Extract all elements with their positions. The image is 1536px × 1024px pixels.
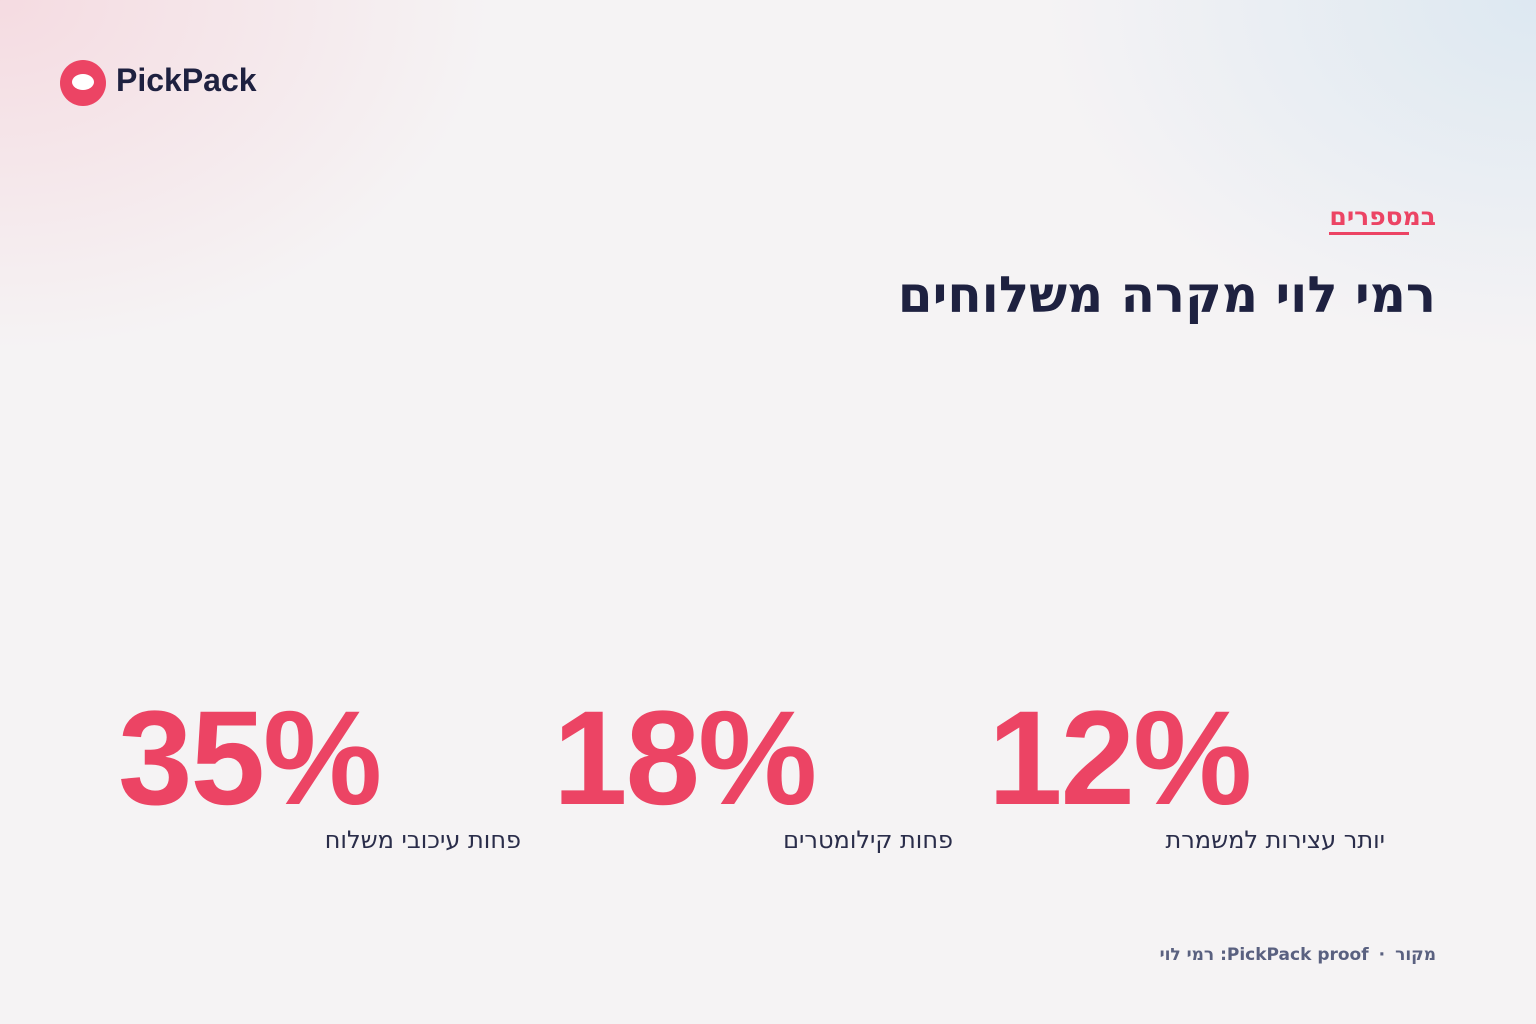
footer-source: PickPack proof: רמי לוי	[1159, 945, 1369, 965]
eyebrow: במספרים	[1329, 202, 1436, 235]
footer-separator: ·	[1378, 945, 1386, 965]
stat-label: פחות עיכובי משלוח	[324, 826, 521, 854]
logo-icon	[60, 60, 106, 106]
stat-label: פחות קילומטרים	[783, 826, 953, 854]
brand-name: PickPack	[116, 62, 257, 98]
footer: מקור · PickPack proof: רמי לוי	[1150, 945, 1436, 965]
stat-value: 12%	[988, 684, 1252, 833]
footer-label: מקור	[1395, 945, 1436, 965]
stat-value: 18%	[553, 684, 817, 833]
stat-value: 35%	[118, 684, 382, 833]
stat-label: יותר עצירות למשמרת	[1165, 826, 1385, 854]
title: רמי לוי מקרה משלוחים	[897, 266, 1436, 324]
